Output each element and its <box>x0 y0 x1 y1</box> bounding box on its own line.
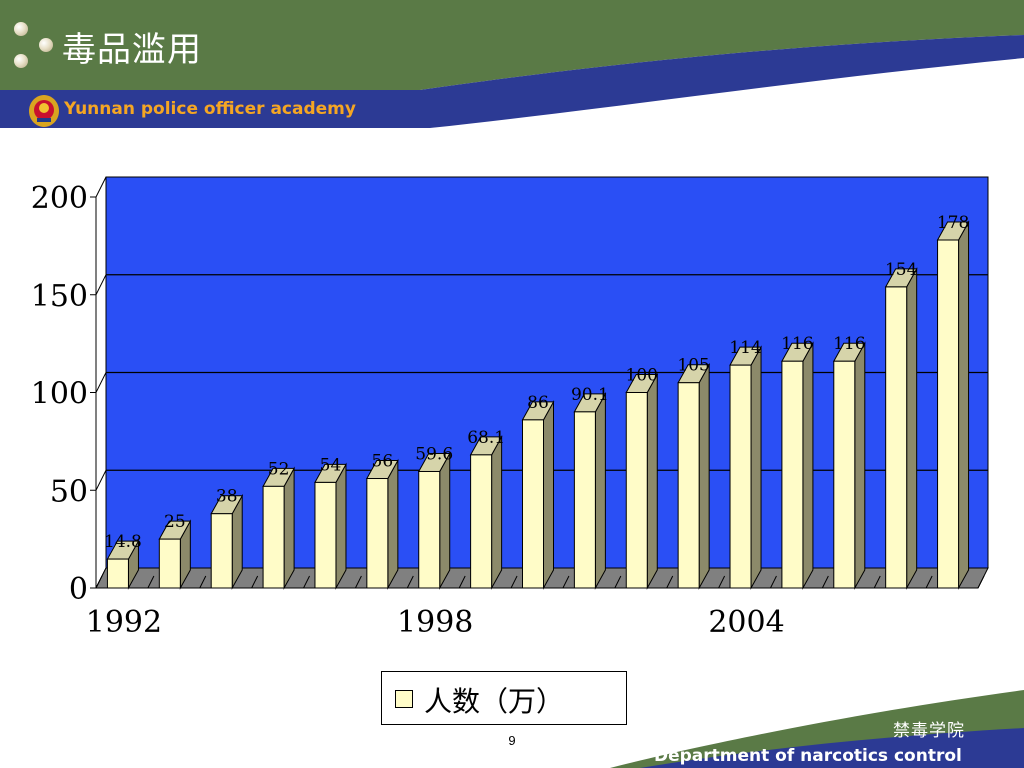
bar-side <box>646 372 658 590</box>
x-tick-mark <box>303 575 310 589</box>
bar-side <box>439 451 451 590</box>
gridline-side <box>95 470 107 491</box>
bar <box>262 485 285 589</box>
data-label: 178 <box>937 213 969 233</box>
data-label: 114 <box>729 338 761 358</box>
x-tick-label: 1998 <box>397 605 473 640</box>
x-tick-mark <box>873 575 881 589</box>
bar-side <box>594 391 606 590</box>
data-label: 59.6 <box>415 444 453 464</box>
x-tick-label: 2004 <box>708 605 784 640</box>
bar-side <box>491 434 503 590</box>
bar-side <box>283 466 295 590</box>
bar-side <box>387 458 399 590</box>
police-emblem-icon <box>29 95 59 127</box>
data-label: 68.1 <box>467 428 505 448</box>
footer-department-cn: 禁毒学院 <box>893 721 965 741</box>
data-label: 56 <box>372 452 394 472</box>
x-tick-mark <box>199 575 207 589</box>
x-tick-mark <box>406 575 414 589</box>
data-label: 54 <box>320 455 342 475</box>
data-label: 116 <box>833 334 865 354</box>
y-tick-label: 200 <box>31 181 88 216</box>
x-tick-mark <box>251 575 259 589</box>
data-label: 25 <box>164 512 186 532</box>
slide-title: 毒品滥用 <box>62 30 202 70</box>
bar <box>314 481 337 589</box>
bullet-dot-icon <box>14 22 28 36</box>
bar <box>885 286 908 589</box>
data-label: 154 <box>885 260 917 280</box>
x-tick-mark <box>562 575 570 589</box>
x-tick-mark <box>354 575 362 589</box>
x-tick-mark <box>510 575 518 589</box>
x-tick-mark <box>770 575 777 589</box>
bar <box>729 364 752 589</box>
data-label: 38 <box>216 487 238 507</box>
gridline-side <box>95 274 107 295</box>
bar-side <box>854 341 866 590</box>
bar-side <box>750 345 762 590</box>
bar-side <box>335 462 347 590</box>
y-tick-label: 0 <box>69 572 88 607</box>
data-label: 90.1 <box>571 385 609 405</box>
data-label: 52 <box>268 459 290 479</box>
bar <box>625 392 648 589</box>
x-tick-mark <box>147 575 155 589</box>
bar <box>418 470 441 589</box>
bar <box>937 239 960 589</box>
data-label: 116 <box>781 334 813 354</box>
bullet-dot-icon <box>39 38 53 52</box>
bar <box>158 538 181 589</box>
bar-side <box>906 267 918 590</box>
x-tick-mark <box>614 575 622 589</box>
header-banner <box>0 0 1024 128</box>
legend-label: 人数（万） <box>424 685 565 718</box>
page-number: 9 <box>508 733 516 748</box>
x-tick-mark <box>821 575 829 589</box>
y-tick-label: 50 <box>50 474 88 509</box>
bar <box>366 478 389 589</box>
y-tick-label: 100 <box>31 377 88 412</box>
gridline-side <box>95 372 107 393</box>
bar <box>470 454 493 589</box>
bar <box>106 558 129 589</box>
bar-side <box>698 362 710 590</box>
data-label: 100 <box>626 366 658 386</box>
data-label: 86 <box>527 393 549 413</box>
footer-department-en: Department of narcotics control <box>654 746 962 766</box>
bar <box>833 360 856 589</box>
x-tick-mark <box>666 575 674 589</box>
legend: 人数（万） <box>381 671 627 725</box>
x-tick-mark <box>458 575 466 589</box>
bar <box>210 513 233 589</box>
legend-swatch <box>395 690 413 708</box>
x-tick-mark <box>925 575 933 589</box>
bar <box>522 419 544 589</box>
bar <box>573 411 596 589</box>
x-tick-label: 1992 <box>86 605 162 640</box>
bullet-dot-icon <box>14 54 28 68</box>
bar-side <box>543 399 554 590</box>
bar <box>781 360 804 589</box>
x-tick-mark <box>977 575 985 589</box>
x-tick-mark <box>95 575 103 589</box>
data-label: 14.8 <box>104 532 142 552</box>
y-tick-label: 150 <box>31 279 88 314</box>
x-tick-mark <box>718 575 726 589</box>
bar <box>677 382 700 589</box>
bar-side <box>958 220 970 590</box>
bar-side <box>802 341 814 590</box>
academy-name: Yunnan police officer academy <box>64 99 356 119</box>
bar-chart: 0 50 100 150 200 14.8 25 38 52 54 56 59.6 68.1 86 90.1… <box>31 176 989 640</box>
data-label: 105 <box>677 356 709 376</box>
